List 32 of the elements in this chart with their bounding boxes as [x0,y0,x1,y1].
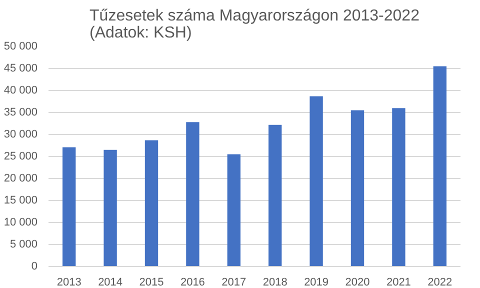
x-tick-label: 2016 [180,276,205,288]
x-tick-label: 2015 [139,276,164,288]
bar [62,147,76,266]
bar [392,108,406,266]
x-tick-label: 2021 [386,276,411,288]
y-tick-label: 10 000 [4,216,38,228]
y-tick-label: 45 000 [4,62,38,74]
x-tick-label: 2014 [98,276,123,288]
y-tick-label: 35 000 [4,106,38,118]
bar [144,140,158,266]
y-tick-label: 15 000 [4,194,38,206]
bar [227,154,240,266]
bar [350,110,364,266]
chart-title: Tűzesetek száma Magyarországon 2013-2022 (Adatok: KSH) [90,8,420,42]
bar [310,96,323,266]
y-tick-label: 40 000 [4,84,38,96]
x-tick-label: 2020 [345,276,370,288]
bar [104,150,117,266]
y-tick-label: 25 000 [4,150,38,162]
y-tick-label: 0 [31,260,38,272]
x-tick-label: 2017 [222,276,246,288]
y-tick-label: 50 000 [4,40,38,52]
bar [433,66,446,266]
x-tick-label: 2022 [428,276,452,288]
y-tick-label: 30 000 [4,128,38,140]
bar [186,122,200,266]
y-tick-label: 5 000 [10,238,38,250]
x-tick-label: 2013 [56,276,82,288]
x-tick-label: 2019 [304,276,329,288]
x-tick-label: 2018 [262,276,288,288]
y-tick-label: 20 000 [4,172,38,184]
bar [268,124,282,266]
